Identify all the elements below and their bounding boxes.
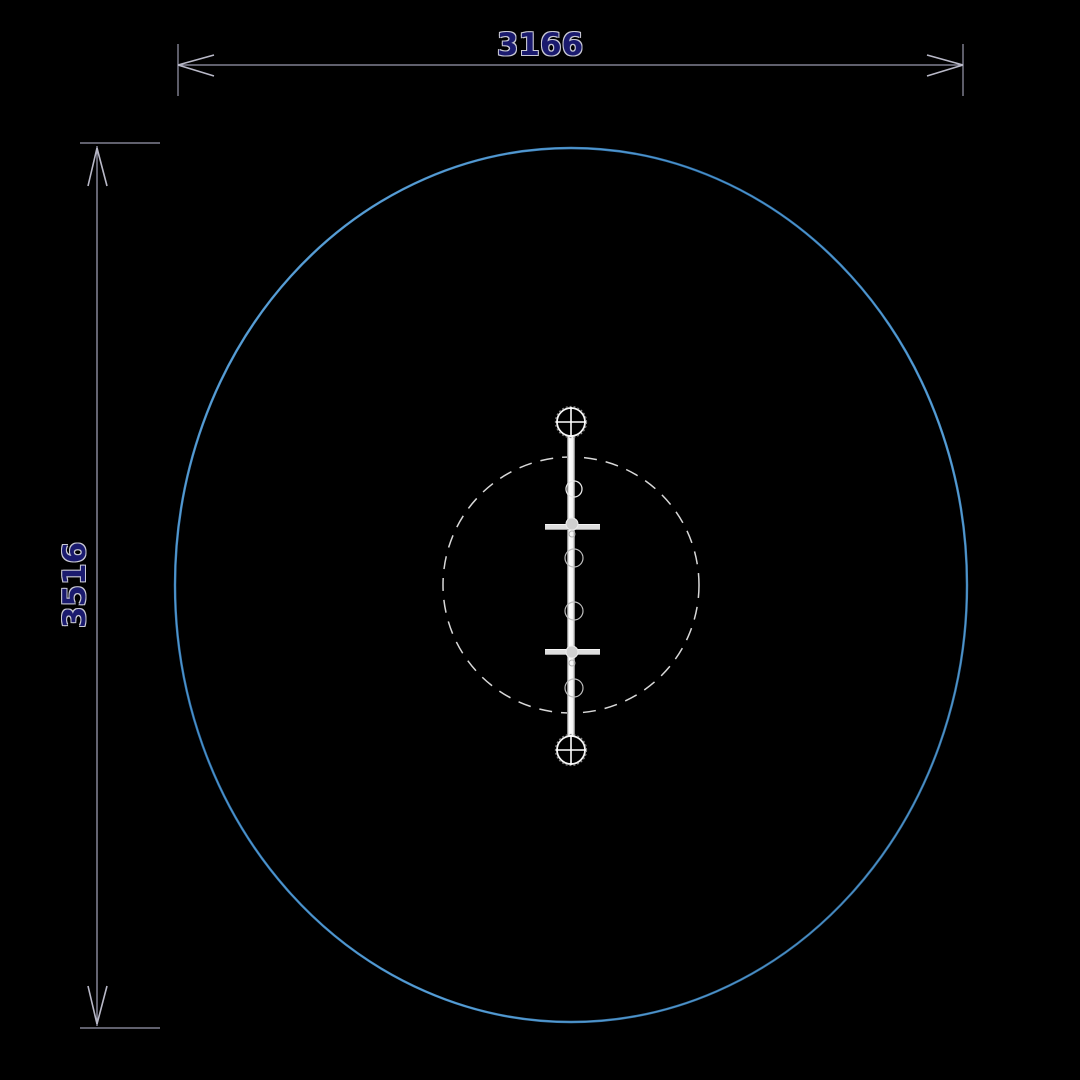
arrowhead-down-icon <box>87 985 108 1025</box>
dimension-label-height: 3516 <box>57 541 93 629</box>
dimension-horizontal-group <box>177 44 964 96</box>
central-shaft-assembly <box>545 405 600 767</box>
part-outer-profile-highlight <box>174 147 968 1023</box>
central-shaft <box>567 424 575 749</box>
shaft-detail-circle <box>564 678 584 698</box>
shaft-end-circle-top <box>554 405 588 439</box>
dimension-label-width: 3166 <box>496 27 584 63</box>
dimension-vertical-group <box>80 142 160 1029</box>
shaft-end-circle-bottom <box>554 733 588 767</box>
shaft-cross-bar <box>545 517 600 538</box>
arrowhead-right-icon <box>926 54 964 77</box>
shaft-detail-circle <box>565 480 583 498</box>
shaft-detail-circle <box>564 548 584 568</box>
shaft-cross-bar <box>545 645 600 667</box>
arrowhead-up-icon <box>87 147 108 187</box>
shaft-detail-circle <box>564 601 584 621</box>
arrowhead-left-icon <box>177 54 215 77</box>
